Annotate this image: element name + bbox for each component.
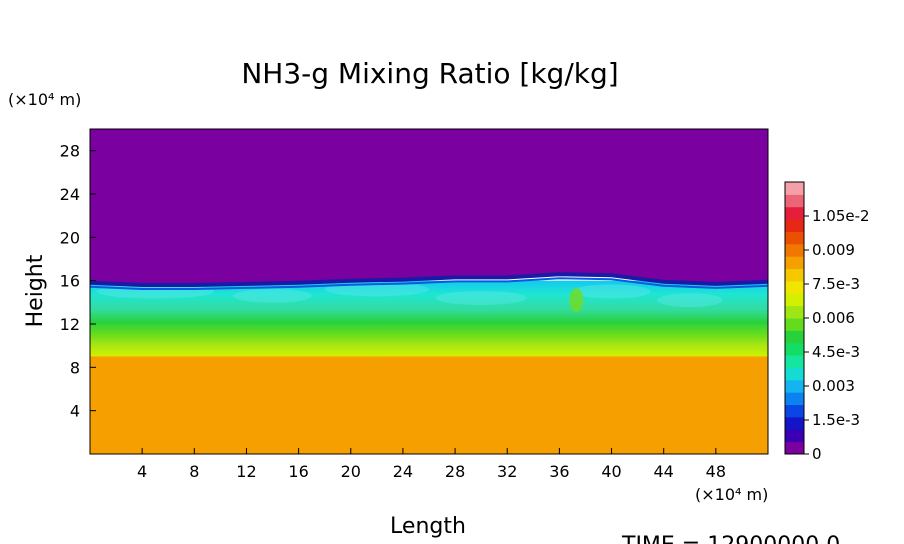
y-tick-label: 28 (60, 142, 80, 161)
colorbar-swatch (785, 318, 804, 331)
x-axis: 4 8 12 16 20 24 28 32 36 40 44 48 (137, 448, 726, 481)
colorbar-swatch (785, 243, 804, 257)
colorbar-swatch (785, 330, 804, 344)
colorbar-swatch (785, 194, 804, 208)
plot-area (89, 128, 769, 455)
colorbar-swatch (785, 268, 804, 282)
cloud-streak (657, 293, 723, 308)
x-tick-label: 24 (393, 462, 413, 481)
y-tick-label: 4 (70, 402, 80, 421)
colorbar: 0 1.5e-3 0.003 4.5e-3 0.006 7.5e-3 0.009 1.05e-… (784, 181, 870, 463)
y-tick-label: 8 (70, 358, 80, 377)
x-tick-label: 12 (236, 462, 256, 481)
layer-lower (90, 356, 768, 454)
colorbar-swatch (785, 293, 804, 307)
x-tick-label: 20 (341, 462, 361, 481)
x-tick-label: 16 (288, 462, 308, 481)
colorbar-swatch (785, 379, 804, 393)
colorbar-swatch (785, 441, 804, 455)
y-tick-label: 12 (60, 315, 80, 334)
y-tick-label: 16 (60, 272, 80, 291)
colorbar-tick-label: 1.05e-2 (812, 207, 870, 225)
y-tick-label: 20 (60, 228, 80, 247)
colorbar-swatch (785, 367, 804, 381)
colorbar-swatch (785, 429, 804, 443)
colorbar-swatch (785, 404, 804, 418)
cloud-streak (324, 282, 429, 297)
cloud-streak (435, 291, 527, 305)
colorbar-swatch (785, 280, 804, 294)
cloud-streak (233, 288, 312, 303)
colorbar-tick-label: 0.003 (812, 377, 855, 395)
x-axis-unit: (×10⁴ m) (695, 485, 768, 504)
colorbar-swatch (785, 355, 804, 368)
colorbar-swatch (785, 206, 804, 220)
colorbar-swatch (785, 231, 804, 245)
x-tick-label: 40 (601, 462, 621, 481)
y-tick-label: 24 (60, 185, 80, 204)
colorbar-swatch (785, 256, 804, 270)
colorbar-tick-label: 7.5e-3 (812, 275, 860, 293)
x-axis-label: Length (390, 514, 466, 539)
colorbar-tick-label: 4.5e-3 (812, 343, 860, 361)
chart-title: NH3-g Mixing Ratio [kg/kg] (241, 57, 618, 90)
x-tick-label: 28 (445, 462, 465, 481)
y-axis-label: Height (23, 254, 48, 327)
colorbar-swatch (785, 305, 804, 319)
colorbar-tick-label: 0 (812, 445, 822, 463)
colorbar-tick-label: 0.006 (812, 309, 855, 327)
x-tick-label: 48 (706, 462, 726, 481)
layer-upper (90, 129, 768, 285)
cloud-top-boundary (89, 272, 769, 287)
colorbar-swatch (785, 342, 804, 356)
layer-cloud (90, 280, 768, 357)
x-tick-label: 36 (549, 462, 569, 481)
colorbar-tick-label: 1.5e-3 (812, 411, 860, 429)
time-label: TIME = 12900000.0 (621, 533, 840, 544)
x-tick-label: 4 (137, 462, 147, 481)
cloud-top-boundary-inner (89, 277, 769, 290)
colorbar-swatch (785, 392, 804, 406)
x-tick-label: 44 (654, 462, 674, 481)
cloud-streak (572, 284, 651, 299)
colorbar-tick-label: 0.009 (812, 241, 855, 259)
colorbar-swatch (785, 416, 804, 430)
plot-frame (89, 128, 769, 455)
y-axis-unit: (×10⁴ m) (8, 90, 81, 109)
colorbar-swatch (785, 182, 804, 195)
colorbar-swatch (785, 219, 804, 232)
y-axis: 4 8 12 16 20 24 28 (60, 142, 96, 421)
cloud-feature (569, 288, 584, 313)
x-tick-label: 8 (189, 462, 199, 481)
x-tick-label: 32 (497, 462, 517, 481)
